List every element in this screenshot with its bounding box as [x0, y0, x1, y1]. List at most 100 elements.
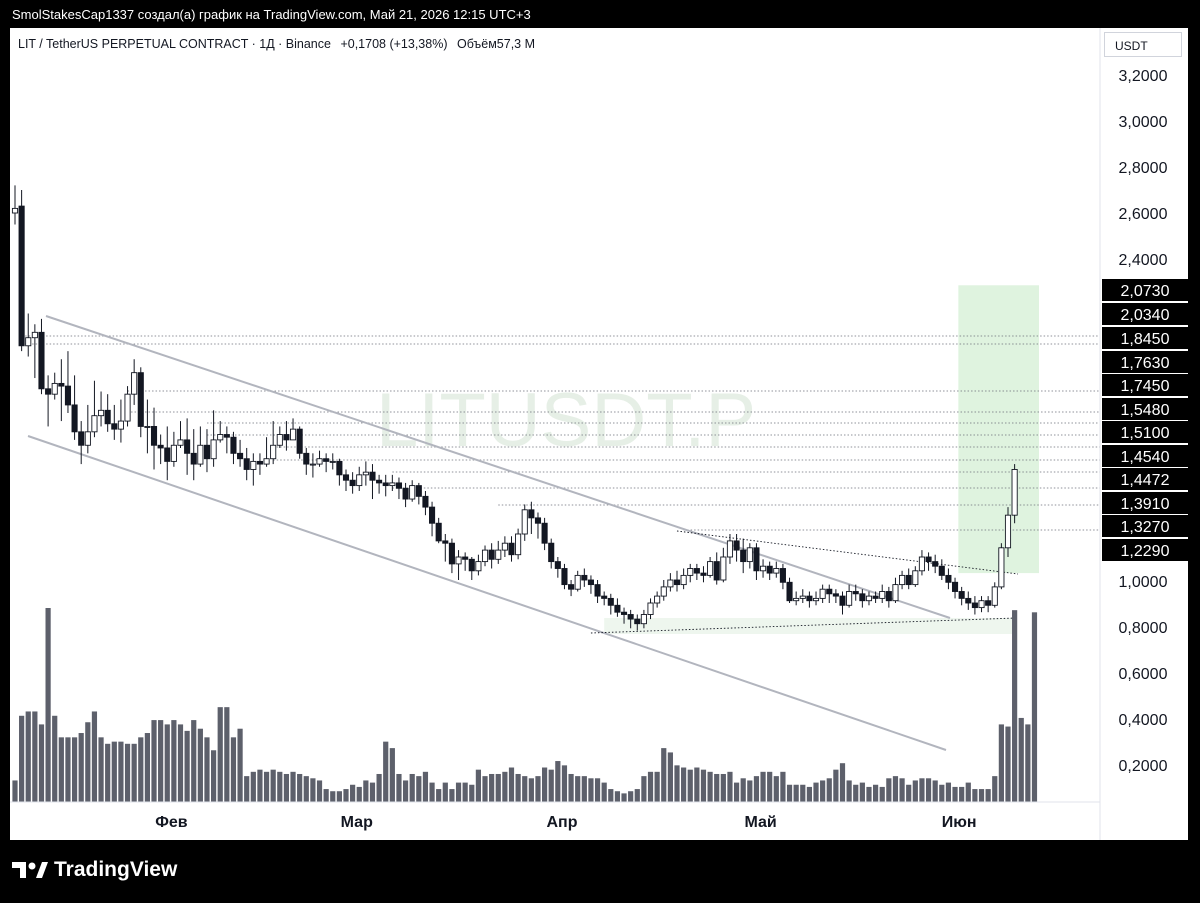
volume-bar: [853, 784, 859, 802]
candle-body: [541, 522, 548, 544]
candle-body: [720, 556, 727, 581]
candle: [31, 324, 38, 379]
candle: [879, 584, 886, 603]
candle-body: [303, 452, 310, 465]
volume-bar: [581, 776, 587, 802]
candle-body: [998, 547, 1005, 588]
candle-body: [740, 549, 747, 563]
candle-body: [839, 595, 846, 606]
chart-frame[interactable]: LITUSDT.P 0,2000 0,4000 0,6000 0,8000 1,0000 2…: [10, 28, 1188, 840]
volume-bar: [773, 776, 779, 802]
volume-bar: [859, 782, 865, 802]
volume-bar: [111, 741, 117, 802]
candle-body: [177, 439, 184, 446]
candle-body: [746, 547, 753, 563]
volume-bar: [495, 773, 501, 802]
volume-bar: [290, 771, 296, 802]
chart-canvas[interactable]: LITUSDT.P 0,2000 0,4000 0,6000 0,8000 1,0000 2…: [10, 28, 1188, 840]
candle: [819, 584, 826, 603]
candle: [673, 570, 681, 592]
candle: [455, 550, 462, 580]
volume-bar: [270, 769, 276, 802]
price-tick-label: 2,8000: [1119, 160, 1168, 177]
level-badge-bg: [1102, 539, 1188, 561]
candle: [760, 559, 767, 578]
candle: [707, 557, 714, 578]
candle: [885, 586, 892, 608]
candle-body: [78, 431, 85, 446]
level-badge: 1,5100: [1102, 421, 1188, 443]
candle-body: [316, 458, 323, 465]
candle-body: [495, 549, 502, 560]
candle: [918, 550, 925, 576]
candle-body: [766, 565, 773, 574]
candle: [289, 418, 297, 441]
candle-body: [779, 568, 786, 583]
level-badge: 1,4540: [1102, 445, 1188, 467]
candle: [223, 426, 230, 454]
volume-bar: [257, 769, 263, 802]
volume-bar: [727, 771, 733, 802]
symbol-title[interactable]: LIT / TetherUS PERPETUAL CONTRACT · 1Д ·…: [18, 37, 331, 51]
candle-body: [634, 618, 641, 625]
candle-body: [607, 597, 614, 606]
volume-bar: [237, 728, 243, 802]
resistance-dotted-line: [676, 530, 1019, 575]
candle: [687, 563, 694, 583]
support-dotted-line: [590, 617, 1017, 634]
volume-bar: [700, 769, 707, 802]
candle: [905, 568, 912, 590]
volume-bar: [224, 707, 230, 802]
candle: [846, 584, 853, 608]
level-badge-label: 1,2290: [1121, 543, 1170, 560]
candle: [422, 490, 429, 516]
candle-body: [342, 474, 350, 481]
candle: [402, 482, 409, 508]
candle: [395, 477, 403, 500]
candle: [481, 545, 489, 567]
candle-body: [309, 463, 316, 466]
candle: [448, 538, 455, 574]
candle-body: [323, 458, 330, 462]
candle-body: [991, 586, 998, 606]
candle: [488, 543, 495, 569]
support-zone: [604, 618, 1016, 634]
volume-bar: [912, 780, 918, 802]
candle-body: [256, 460, 263, 465]
level-badge-bg: [1102, 327, 1188, 349]
candle-body: [627, 614, 634, 620]
tradingview-logo[interactable]: TradingView: [12, 858, 177, 882]
candle-body: [687, 568, 694, 576]
volume-bar: [820, 780, 826, 802]
candle-body: [852, 591, 859, 595]
candle-body: [620, 611, 628, 615]
volume-bar: [919, 778, 925, 802]
currency-selector[interactable]: USDT: [1104, 32, 1182, 57]
volume-bar: [886, 778, 892, 802]
candle-body: [515, 533, 522, 556]
candle: [45, 375, 52, 427]
volume-bar: [78, 733, 84, 802]
candle-body: [667, 579, 674, 588]
volume-bar: [972, 789, 978, 802]
candle: [38, 318, 45, 395]
candle: [899, 570, 906, 590]
volume-bar: [634, 789, 640, 802]
volume-bar: [177, 724, 184, 802]
candle: [91, 380, 98, 438]
candle: [415, 482, 422, 505]
candle-body: [614, 604, 621, 613]
level-badge-bg: [1102, 492, 1188, 514]
candle-body: [190, 452, 197, 465]
volume-bar: [654, 771, 660, 802]
candle: [554, 557, 561, 578]
candle-body: [150, 425, 158, 446]
volume-bar: [601, 782, 607, 802]
candle: [389, 474, 396, 491]
candle-body: [217, 434, 224, 441]
volume-bar: [681, 767, 687, 802]
candle: [614, 598, 621, 617]
candle-body: [296, 428, 303, 454]
candle: [1004, 507, 1012, 557]
volume-bar: [475, 769, 481, 802]
